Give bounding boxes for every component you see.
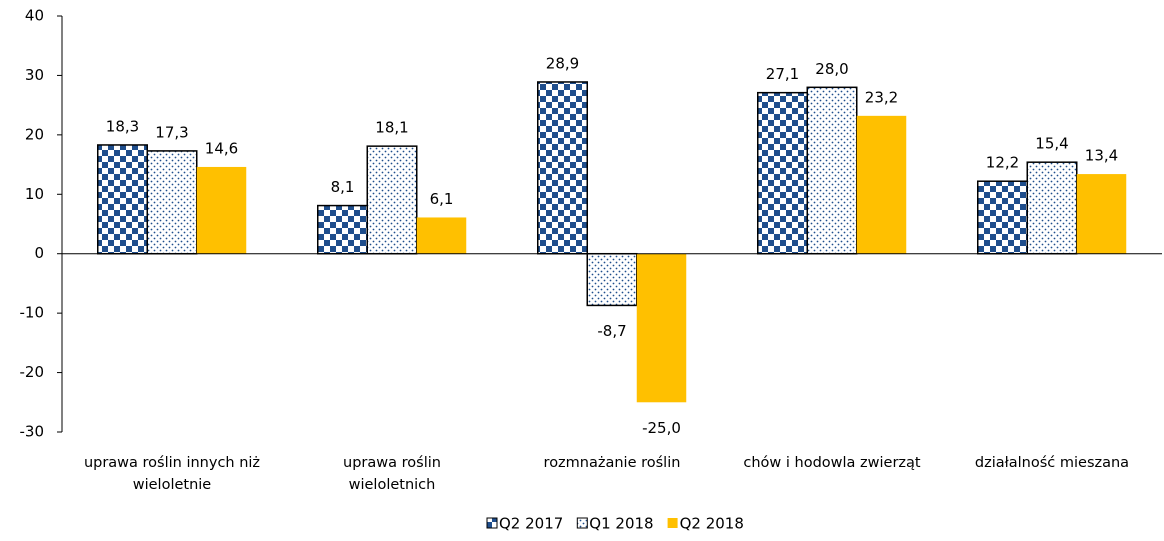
legend-label: Q1 2018 (589, 515, 653, 533)
bar (196, 166, 247, 254)
y-tick-label: 30 (25, 66, 44, 84)
value-label: 18,3 (106, 117, 139, 135)
bar (757, 91, 808, 255)
y-tick-label: -20 (20, 363, 45, 381)
bar (416, 217, 467, 254)
value-label: 23,2 (865, 88, 898, 106)
value-label: 8,1 (331, 178, 355, 196)
bar (806, 86, 858, 255)
value-label: -25,0 (642, 419, 681, 437)
x-tick-label: uprawa roślin wieloletnich (343, 455, 441, 493)
legend-swatch (576, 517, 588, 529)
legend-label: Q2 2018 (680, 515, 744, 533)
bar (636, 253, 687, 403)
y-tick-label: 40 (25, 7, 44, 25)
value-label: 17,3 (155, 123, 188, 141)
y-tick-label: 10 (25, 185, 44, 203)
value-label: 27,1 (766, 65, 799, 83)
bar (317, 204, 368, 255)
x-tick-label: uprawa roślin innych niż wieloletnie (83, 455, 261, 493)
bar (856, 115, 907, 254)
value-label: 12,2 (986, 154, 1019, 172)
bar (97, 144, 148, 255)
legend-label: Q2 2017 (499, 515, 563, 533)
x-tick-label: chów i hodowla zwierząt (743, 455, 921, 471)
y-tick-label: -30 (20, 423, 45, 441)
legend-swatch (486, 517, 498, 529)
bar (586, 252, 638, 307)
y-tick-label: 0 (34, 244, 44, 262)
value-label: 18,1 (375, 119, 408, 137)
value-label: 6,1 (430, 190, 454, 208)
bar (146, 150, 198, 255)
value-label: 15,4 (1035, 135, 1068, 153)
value-label: 28,9 (546, 54, 579, 72)
x-tick-label: działalność mieszana (974, 455, 1130, 471)
value-label: 13,4 (1085, 147, 1118, 165)
x-tick-label: rozmnażanie roślin (543, 455, 681, 471)
y-tick-label: -10 (20, 304, 45, 322)
bar (1076, 174, 1127, 254)
y-tick-label: 20 (25, 125, 44, 143)
bar (1026, 161, 1078, 255)
legend-swatch (667, 518, 678, 528)
bar (977, 180, 1028, 255)
value-label: 14,6 (205, 139, 238, 157)
value-label: -8,7 (597, 322, 626, 340)
bar (537, 81, 588, 255)
bar (366, 145, 418, 255)
value-label: 28,0 (815, 60, 848, 78)
